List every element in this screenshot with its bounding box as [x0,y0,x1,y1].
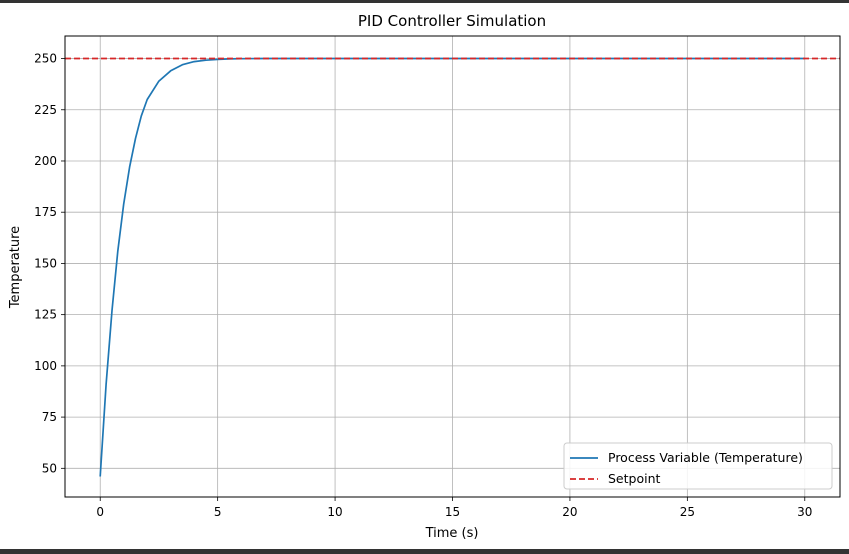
legend-label: Process Variable (Temperature) [608,450,803,465]
y-tick-label: 200 [34,154,57,168]
grid [65,36,840,497]
x-tick-label: 20 [562,505,577,519]
y-tick-label: 75 [42,410,57,424]
legend-label: Setpoint [608,471,661,486]
axis-ticks: 0 5 10 15 20 25 30 50 75 100 125 150 175 200 225 250 [34,52,812,519]
x-tick-label: 5 [214,505,222,519]
x-tick-label: 30 [797,505,812,519]
legend: Process Variable (Temperature) Setpoint [563,442,833,490]
y-tick-label: 125 [34,308,57,322]
y-tick-label: 225 [34,103,57,117]
x-tick-label: 25 [680,505,695,519]
y-axis-label: Temperature [8,226,23,309]
y-tick-label: 50 [42,461,57,475]
chart-title: PID Controller Simulation [358,12,546,30]
x-tick-label: 10 [327,505,342,519]
y-tick-label: 175 [34,205,57,219]
y-tick-label: 150 [34,256,57,270]
x-tick-label: 15 [445,505,460,519]
x-tick-label: 0 [96,505,104,519]
x-axis-label: Time (s) [425,526,479,541]
y-tick-label: 250 [34,52,57,66]
y-tick-label: 100 [34,359,57,373]
series-lines [65,57,840,477]
window-top-border [0,0,849,3]
window-bottom-border [0,549,849,554]
legend-box [563,442,833,490]
